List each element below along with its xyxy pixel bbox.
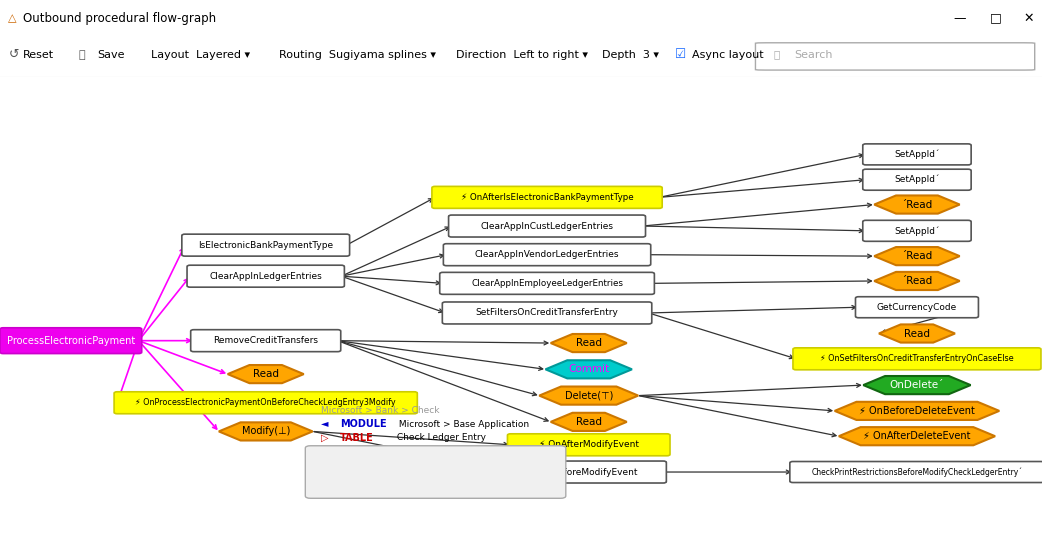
Text: CheckPrintRestrictionsBeforeModifyCheckLedgerEntry´: CheckPrintRestrictionsBeforeModifyCheckL… [812,467,1022,477]
Text: OnDelete´: OnDelete´ [890,380,944,390]
FancyBboxPatch shape [793,348,1041,370]
Text: Read: Read [576,338,601,348]
Text: Routing  Sugiyama splines ▾: Routing Sugiyama splines ▾ [279,50,437,60]
FancyBboxPatch shape [863,169,971,190]
Text: ⚡ OnSetFiltersOnCreditTransferEntryOnCaseElse: ⚡ OnSetFiltersOnCreditTransferEntryOnCas… [820,354,1014,363]
FancyBboxPatch shape [188,265,344,287]
Text: Read: Read [904,329,929,339]
FancyBboxPatch shape [448,215,645,237]
FancyBboxPatch shape [432,186,663,208]
Text: Read: Read [253,369,278,379]
Text: ClearAppInCustLedgerEntries: ClearAppInCustLedgerEntries [480,222,614,230]
Text: ◄: ◄ [321,419,331,429]
Text: ´Read: ´Read [901,276,933,286]
Text: ✕: ✕ [1023,12,1034,25]
Text: Save: Save [97,50,124,60]
Polygon shape [540,387,638,405]
Text: ▷: ▷ [321,432,331,442]
FancyBboxPatch shape [181,234,350,256]
Polygon shape [219,422,313,440]
Text: RemoveCreditTransfers: RemoveCreditTransfers [214,336,318,345]
Text: ⚡ OnAfterModifyEvent: ⚡ OnAfterModifyEvent [539,440,639,449]
Text: Outbound procedural flow-graph: Outbound procedural flow-graph [23,12,216,25]
FancyBboxPatch shape [444,244,650,266]
Polygon shape [874,247,960,265]
Text: ⚡ OnAfterIsElectronicBankPaymentType: ⚡ OnAfterIsElectronicBankPaymentType [461,193,634,202]
Text: ⚡ OnBeforeDeleteEvent: ⚡ OnBeforeDeleteEvent [859,406,975,416]
Polygon shape [550,334,626,352]
FancyBboxPatch shape [790,461,1042,483]
Text: Async layout: Async layout [692,50,764,60]
Text: Direction  Left to right ▾: Direction Left to right ▾ [456,50,589,60]
Text: Microsoft > Base Application: Microsoft > Base Application [396,420,529,429]
Text: ⚡ OnProcessElectronicPaymentOnBeforeCheckLedgEntry3Modify: ⚡ OnProcessElectronicPaymentOnBeforeChec… [135,398,396,407]
Text: Delete(⊤): Delete(⊤) [565,391,613,401]
Text: ClearAppInVendorLedgerEntries: ClearAppInVendorLedgerEntries [475,250,619,259]
Text: Check Ledger Entry: Check Ledger Entry [394,433,486,442]
Polygon shape [879,324,954,343]
FancyBboxPatch shape [863,144,971,165]
FancyBboxPatch shape [755,43,1035,70]
Polygon shape [227,365,304,383]
Text: ⚡ OnAfterDeleteEvent: ⚡ OnAfterDeleteEvent [863,431,971,441]
Text: △: △ [8,13,17,23]
Text: ↺: ↺ [8,48,19,61]
Text: SetFiltersOnCreditTransferEntry: SetFiltersOnCreditTransferEntry [475,309,619,318]
FancyBboxPatch shape [191,330,341,352]
Text: GetCurrencyCode: GetCurrencyCode [876,303,958,312]
Text: Read: Read [576,417,601,427]
FancyBboxPatch shape [442,302,652,324]
FancyBboxPatch shape [305,446,566,498]
Text: Modify(⊥): Modify(⊥) [242,426,290,436]
Polygon shape [550,413,626,431]
Text: TABLE: TABLE [340,432,373,442]
FancyBboxPatch shape [507,434,670,456]
FancyBboxPatch shape [511,461,667,483]
Polygon shape [839,427,995,445]
Text: IsElectronicBankPaymentType: IsElectronicBankPaymentType [198,240,333,249]
Text: SetAppId´: SetAppId´ [894,150,940,159]
Text: ClearAppInLedgerEntries: ClearAppInLedgerEntries [209,272,322,281]
FancyBboxPatch shape [855,297,978,318]
FancyBboxPatch shape [863,220,971,241]
Text: 🔍: 🔍 [773,50,779,60]
FancyBboxPatch shape [115,392,417,413]
Text: Search: Search [794,50,833,60]
Text: 🖫: 🖫 [78,50,84,60]
Text: Reset: Reset [23,50,54,60]
FancyBboxPatch shape [0,328,142,354]
Text: Microsoft > Bank > Check: Microsoft > Bank > Check [321,406,440,415]
Text: ´Read: ´Read [901,251,933,261]
Text: Layout  Layered ▾: Layout Layered ▾ [151,50,250,60]
FancyBboxPatch shape [440,272,654,294]
Polygon shape [546,360,631,378]
Text: SetAppId´: SetAppId´ [894,226,940,235]
Text: OnBeforeModifyEvent: OnBeforeModifyEvent [540,468,638,477]
Text: —: — [953,12,966,25]
Text: SetAppId´: SetAppId´ [894,175,940,185]
Text: ProcessElectronicPayment: ProcessElectronicPayment [6,336,135,345]
Text: Depth  3 ▾: Depth 3 ▾ [602,50,660,60]
Text: Commit: Commit [568,364,610,374]
Polygon shape [874,195,960,214]
Text: ClearAppInEmployeeLedgerEntries: ClearAppInEmployeeLedgerEntries [471,279,623,288]
Polygon shape [835,402,999,420]
Polygon shape [874,272,960,290]
Polygon shape [863,376,971,394]
Text: ´Read: ´Read [901,200,933,210]
Text: □: □ [990,12,1001,25]
Text: ☑: ☑ [675,48,687,61]
Text: MODULE: MODULE [340,419,387,429]
